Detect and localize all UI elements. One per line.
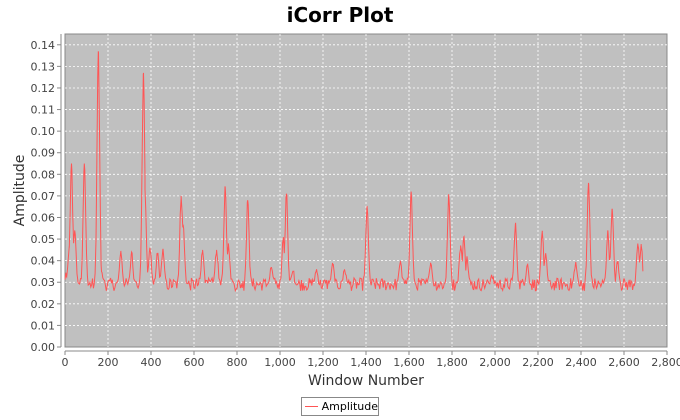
series-line-amplitude xyxy=(64,51,644,293)
y-tick-label: 0.03 xyxy=(31,276,56,289)
x-tick-label: 200 xyxy=(98,356,119,369)
y-tick-label: 0.06 xyxy=(31,211,56,224)
y-tick-label: 0.14 xyxy=(31,39,56,52)
y-tick-label: 0.11 xyxy=(31,104,56,117)
x-tick-label: 1,400 xyxy=(350,356,382,369)
y-tick-label: 0.04 xyxy=(31,255,56,268)
y-tick-label: 0.12 xyxy=(31,82,56,95)
x-tick-label: 2,800 xyxy=(651,356,680,369)
x-tick-label: 2,200 xyxy=(522,356,554,369)
x-tick-label: 1,200 xyxy=(307,356,339,369)
x-tick-label: 800 xyxy=(227,356,248,369)
y-axis-label: Amplitude xyxy=(12,155,28,227)
y-tick-label: 0.05 xyxy=(31,233,56,246)
x-tick-label: 2,000 xyxy=(479,356,511,369)
y-tick-label: 0.02 xyxy=(31,298,56,311)
chart-title: iCorr Plot xyxy=(286,3,394,27)
legend-label: Amplitude xyxy=(321,400,378,413)
y-tick-label: 0.07 xyxy=(31,190,56,203)
y-tick-label: 0.09 xyxy=(31,147,56,160)
legend: Amplitude xyxy=(301,397,379,416)
x-tick-label: 600 xyxy=(184,356,205,369)
x-tick-label: 0 xyxy=(62,356,69,369)
x-tick-label: 400 xyxy=(141,356,162,369)
y-tick-label: 0.01 xyxy=(31,319,56,332)
legend-swatch xyxy=(305,406,318,407)
x-axis-label: Window Number xyxy=(308,373,424,389)
y-tick-label: 0.13 xyxy=(31,60,56,73)
y-tick-label: 0.10 xyxy=(31,125,56,138)
x-tick-label: 2,600 xyxy=(608,356,640,369)
x-tick-label: 1,000 xyxy=(264,356,296,369)
x-tick-label: 1,600 xyxy=(393,356,425,369)
y-tick-label: 0.00 xyxy=(31,341,56,354)
y-tick-label: 0.08 xyxy=(31,168,56,181)
x-tick-label: 2,400 xyxy=(565,356,597,369)
x-tick-label: 1,800 xyxy=(436,356,468,369)
